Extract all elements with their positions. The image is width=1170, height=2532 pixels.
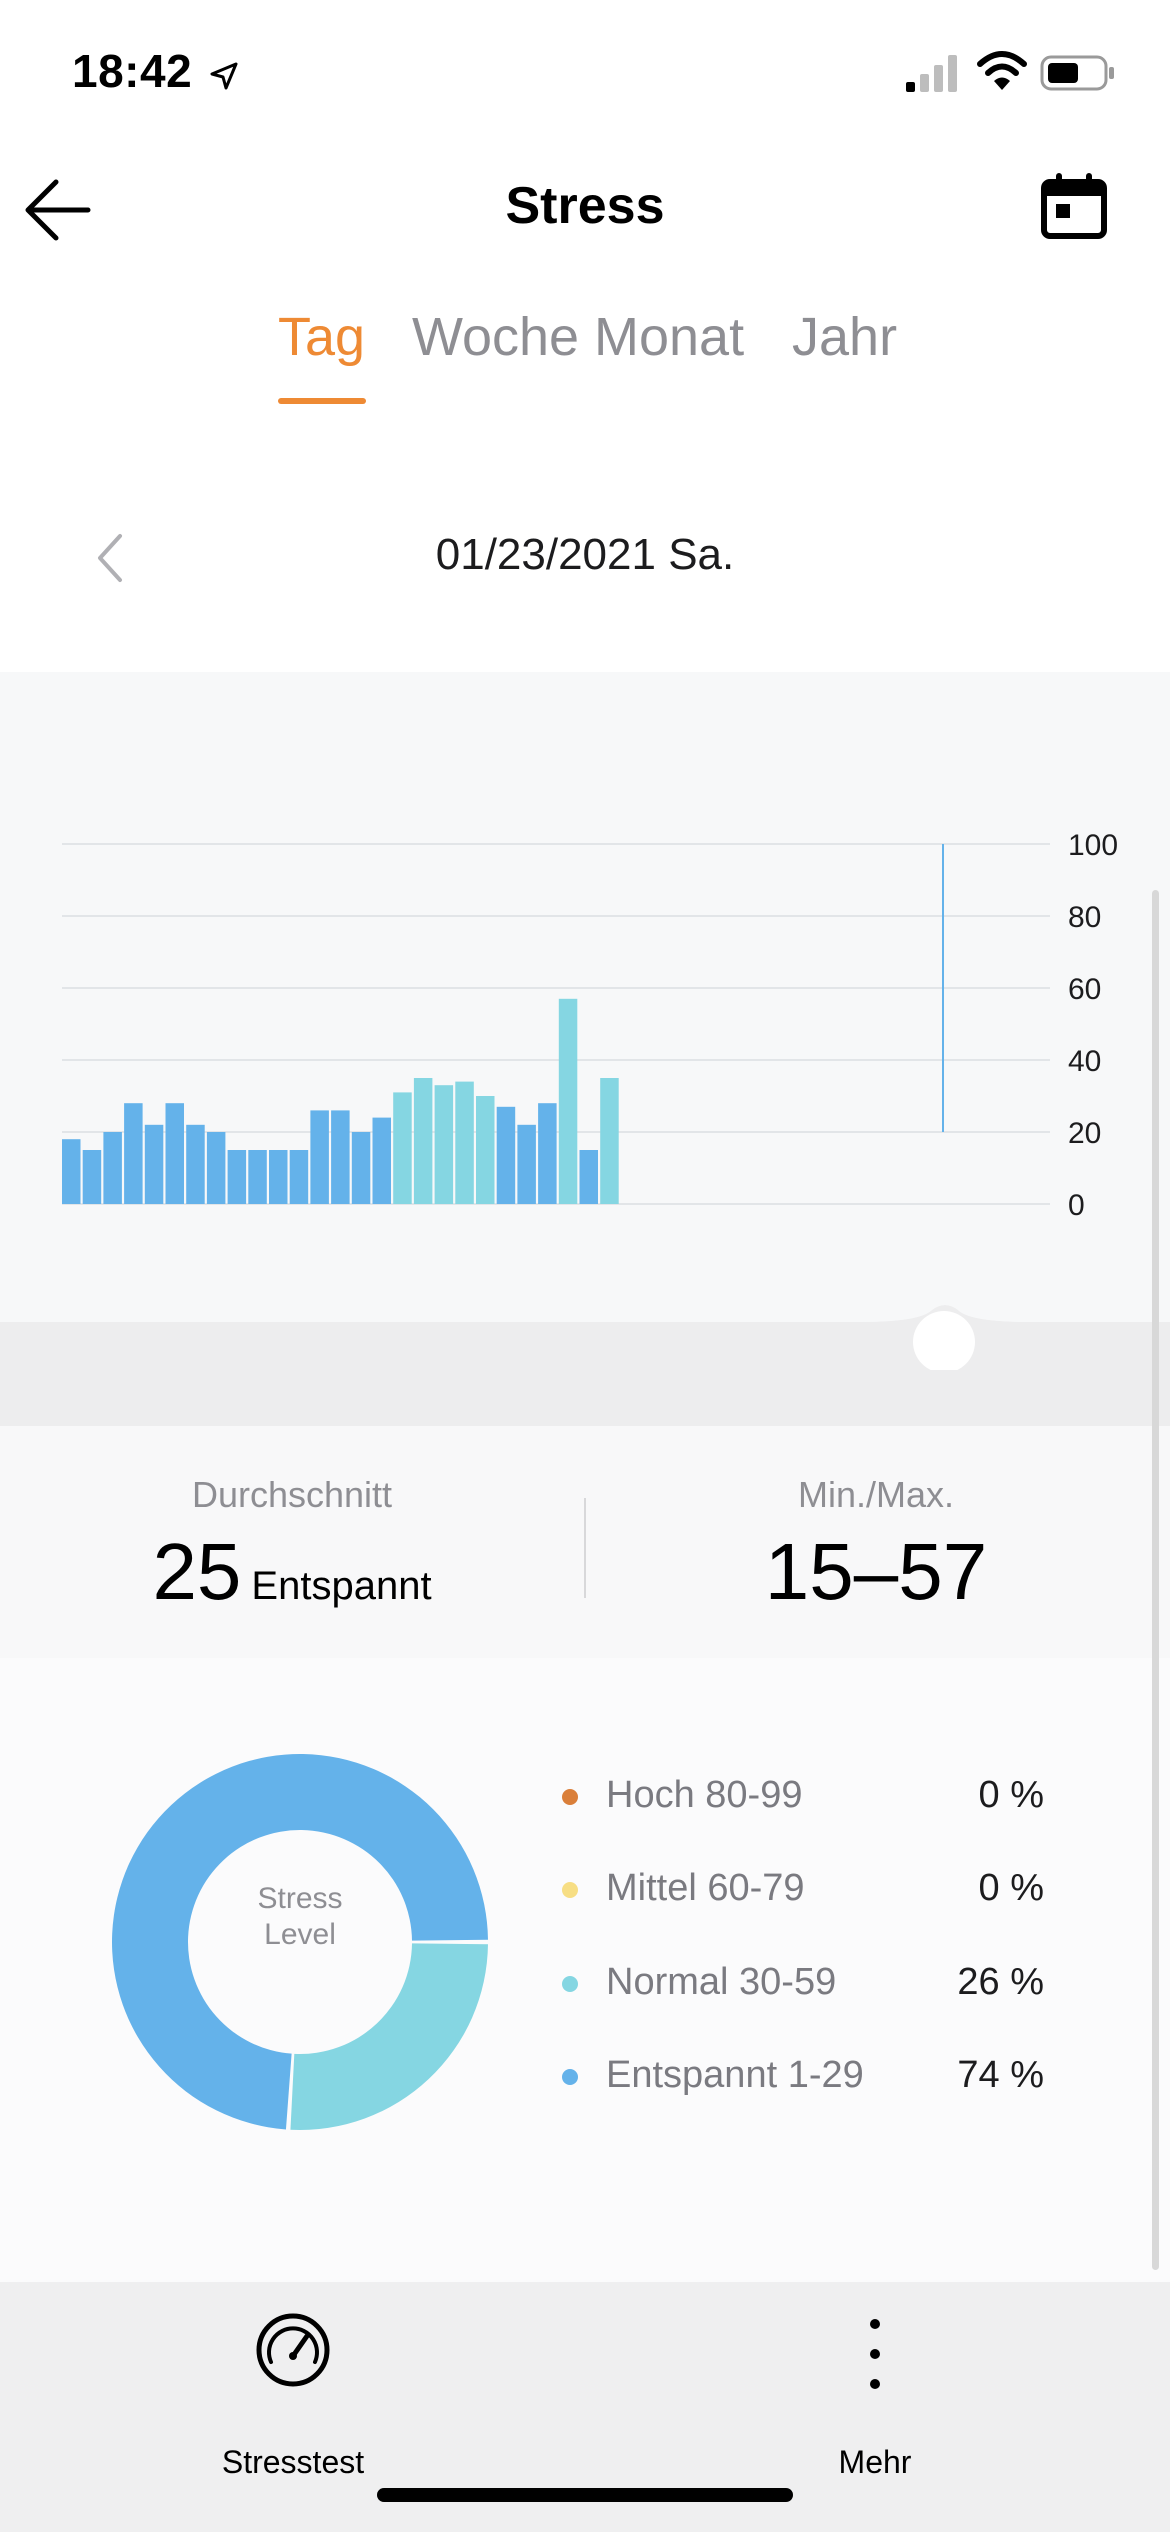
y-tick-label: 40 [1068, 1045, 1101, 1078]
chevron-left-icon[interactable] [88, 530, 132, 586]
stress-bar-chart: 100 80 60 40 20 0 [62, 829, 1118, 1222]
tab-monat[interactable]: Monat [594, 307, 745, 367]
minmax-label: Min./Max. [797, 1474, 955, 1515]
chart-scrubber-handle[interactable] [860, 1280, 1030, 1370]
stress-test-button[interactable]: Stresstest [188, 2302, 398, 2502]
chart-bar [186, 1124, 205, 1204]
chart-bar [165, 1103, 184, 1204]
donut-center-label: Stress Level [257, 1882, 343, 1951]
active-tab-indicator [278, 398, 366, 404]
tab-tag[interactable]: Tag [278, 307, 366, 367]
calendar-icon[interactable] [1038, 170, 1110, 242]
donut-segment-normal [290, 1943, 488, 2130]
more-label: Mehr [838, 2444, 912, 2480]
back-arrow-icon[interactable] [20, 175, 100, 245]
chart-bar [103, 1132, 122, 1204]
legend-label-entspannt: Entspannt 1-29 [606, 2054, 864, 2096]
stats-summary: Durchschnitt 25 Entspannt Min./Max. 15–57 [0, 1426, 1170, 1658]
page-title: Stress [505, 177, 665, 235]
chart-bar [393, 1092, 412, 1204]
tab-woche[interactable]: Woche [412, 307, 580, 367]
legend-label-normal: Normal 30-59 [606, 1961, 837, 2003]
chart-bar [579, 1150, 598, 1204]
minmax-value: 15–57 [764, 1527, 988, 1616]
chart-bar [496, 1106, 516, 1204]
y-tick-label: 60 [1068, 973, 1101, 1006]
chart-bar [538, 1103, 557, 1204]
chart-bar [600, 1078, 619, 1204]
legend-dot-normal [562, 1976, 578, 1992]
chart-bar [248, 1150, 267, 1204]
chart-bar [62, 1139, 81, 1204]
more-button[interactable]: Mehr [780, 2302, 970, 2502]
average-number: 25 [152, 1527, 242, 1616]
scrollbar[interactable] [1152, 890, 1159, 2270]
chart-bar [455, 1081, 474, 1204]
average-label: Durchschnitt [191, 1474, 393, 1515]
stress-distribution: Stress Level Hoch 80-99 0 % Mittel 60-79… [0, 1658, 1170, 2282]
y-tick-label: 100 [1068, 829, 1118, 862]
chart-bar [434, 1085, 454, 1204]
chart-bar [206, 1132, 226, 1204]
location-arrow-icon [210, 62, 238, 90]
y-tick-label: 0 [1068, 1189, 1085, 1222]
chart-bar [289, 1150, 309, 1204]
chart-bar [269, 1150, 288, 1204]
average-value: 25 Entspannt [92, 1526, 492, 1618]
chart-bar [124, 1103, 143, 1204]
chart-bar [331, 1110, 350, 1204]
legend-dot-hoch [562, 1789, 578, 1805]
y-tick-label: 80 [1068, 901, 1101, 934]
cellular-signal-icon [906, 55, 957, 92]
chart-bar [227, 1150, 247, 1204]
chart-bar [310, 1110, 329, 1204]
average-level-word: Entspannt [251, 1564, 432, 1608]
y-tick-label: 20 [1068, 1117, 1101, 1150]
legend-value-normal: 26 % [957, 1961, 1044, 2003]
battery-icon [1040, 55, 1114, 91]
more-vertical-icon [870, 2319, 880, 2389]
donut-segment-entspannt [111, 1754, 488, 2130]
stress-test-label: Stresstest [221, 2444, 365, 2480]
gauge-icon [256, 2313, 330, 2387]
stats-divider [584, 1498, 586, 1598]
legend-value-hoch: 0 % [978, 1774, 1044, 1816]
chart-bar [351, 1132, 371, 1204]
chart-bar [372, 1117, 391, 1204]
status-time: 18:42 [72, 45, 193, 97]
chart-bar [82, 1150, 102, 1204]
wifi-icon [977, 51, 1027, 90]
legend-value-mittel: 0 % [978, 1867, 1044, 1909]
chart-bar [517, 1124, 536, 1204]
stress-donut-chart [111, 1754, 488, 2130]
stress-chart-panel: 100 80 60 40 20 0 [0, 672, 1170, 1322]
tab-jahr[interactable]: Jahr [792, 307, 898, 367]
chart-bar [558, 998, 578, 1204]
legend-label-hoch: Hoch 80-99 [606, 1774, 803, 1816]
chart-bar [476, 1096, 495, 1204]
legend-dot-mittel [562, 1882, 578, 1898]
legend-label-mittel: Mittel 60-79 [606, 1867, 805, 1909]
chart-bar [144, 1124, 164, 1204]
chart-bar [413, 1078, 433, 1204]
legend-dot-entspannt [562, 2069, 578, 2085]
legend-value-entspannt: 74 % [957, 2054, 1044, 2096]
date-label: 01/23/2021 Sa. [435, 530, 735, 579]
home-indicator [377, 2488, 793, 2502]
